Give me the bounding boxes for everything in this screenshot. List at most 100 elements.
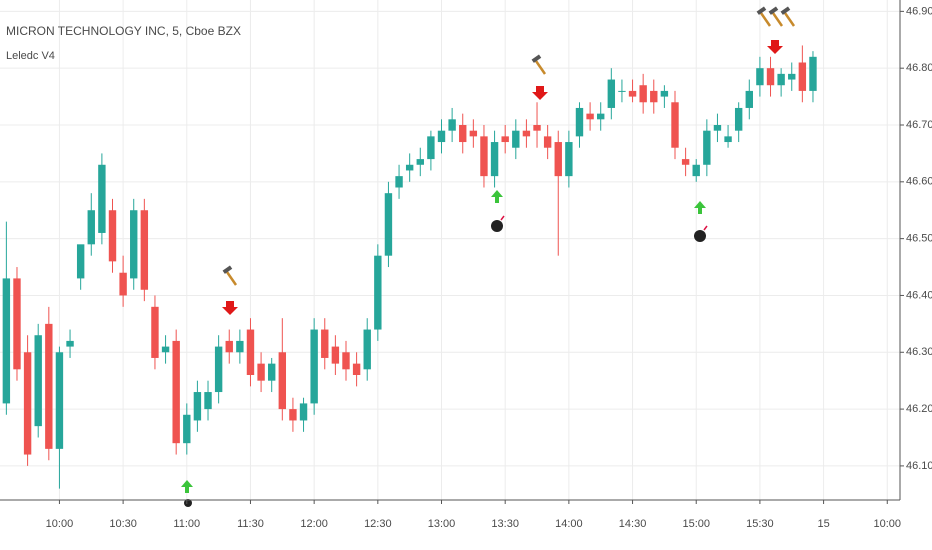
candle-body bbox=[437, 130, 446, 143]
candle-body bbox=[586, 113, 594, 120]
candle-body bbox=[331, 346, 340, 364]
signal-markers bbox=[181, 6, 796, 507]
candle-body bbox=[55, 352, 64, 449]
candle-body bbox=[607, 79, 616, 108]
candle-body bbox=[543, 136, 552, 148]
candle-body bbox=[639, 85, 647, 103]
bomb-icon bbox=[694, 225, 708, 242]
candle-body bbox=[352, 363, 361, 375]
candle-body bbox=[342, 352, 350, 370]
candle-body bbox=[405, 164, 414, 171]
candle-body bbox=[374, 255, 382, 330]
x-tick-label: 15:30 bbox=[746, 518, 774, 530]
candle-body bbox=[278, 352, 287, 410]
candle-body bbox=[501, 136, 509, 143]
candle-body bbox=[289, 409, 297, 421]
candle-body bbox=[459, 125, 467, 143]
candle-body bbox=[87, 210, 95, 245]
candle-body bbox=[734, 107, 743, 131]
candle-body bbox=[299, 403, 308, 421]
candle-body bbox=[161, 346, 170, 353]
sell-arrow bbox=[767, 40, 783, 54]
candle-body bbox=[777, 73, 785, 86]
candle-body bbox=[618, 90, 626, 92]
candle-body bbox=[628, 90, 637, 97]
candle-body bbox=[13, 278, 21, 370]
candle-body bbox=[745, 90, 753, 108]
buy-arrow bbox=[181, 480, 193, 493]
candle-body bbox=[246, 329, 255, 375]
x-tick-label: 14:30 bbox=[619, 518, 647, 530]
candle-body bbox=[140, 210, 149, 290]
candle-body bbox=[76, 244, 85, 279]
axes: 46.10 46.20 46.30 46.40 46.50 46.60 46.70 46.80… bbox=[46, 5, 932, 530]
hammer-icon bbox=[222, 265, 238, 286]
candle-body bbox=[257, 363, 265, 381]
candle-body bbox=[597, 113, 605, 120]
candle-body bbox=[2, 278, 11, 404]
candle-body bbox=[703, 130, 711, 165]
x-tick-label: 13:00 bbox=[428, 518, 456, 530]
buy-arrow bbox=[694, 201, 706, 214]
candle-body bbox=[363, 329, 371, 370]
y-tick-label: 46.60 bbox=[906, 176, 932, 188]
hammer-icon bbox=[780, 6, 796, 27]
sell-arrow bbox=[222, 301, 238, 315]
candle-body bbox=[172, 340, 180, 444]
candle-body bbox=[310, 329, 318, 404]
candle-body bbox=[650, 90, 658, 103]
candle-body bbox=[130, 210, 138, 279]
candle-body bbox=[267, 363, 276, 381]
candle-body bbox=[66, 340, 74, 347]
candle-body bbox=[490, 142, 499, 177]
buy-arrow bbox=[491, 190, 503, 203]
candle-body bbox=[204, 392, 212, 410]
y-tick-label: 46.30 bbox=[906, 346, 932, 358]
chart-title: MICRON TECHNOLOGY INC, 5, Cboe BZX bbox=[6, 24, 241, 38]
candle-body bbox=[713, 125, 722, 131]
candle-body bbox=[766, 68, 775, 86]
candle-body bbox=[395, 176, 403, 188]
x-tick-label: 10:00 bbox=[46, 518, 74, 530]
x-tick-label: 15:00 bbox=[682, 518, 710, 530]
grid bbox=[0, 0, 900, 500]
candle-body bbox=[183, 414, 191, 444]
candle-body bbox=[321, 329, 329, 358]
candle-body bbox=[660, 90, 669, 97]
x-tick-label: 10:30 bbox=[109, 518, 137, 530]
candle-body bbox=[512, 130, 520, 148]
candle-body bbox=[151, 306, 159, 358]
y-tick-label: 46.80 bbox=[906, 62, 932, 74]
candle-body bbox=[214, 346, 223, 393]
y-tick-label: 46.50 bbox=[906, 233, 932, 245]
x-tick-label: 10:00 bbox=[873, 518, 901, 530]
candle-body bbox=[681, 159, 690, 165]
candle-body bbox=[119, 272, 127, 296]
candle-body bbox=[384, 193, 393, 256]
x-tick-label: 11:00 bbox=[173, 518, 200, 530]
candle-body bbox=[469, 130, 478, 137]
hammer-icon bbox=[756, 6, 772, 27]
candle-body bbox=[724, 136, 732, 143]
candles bbox=[2, 45, 817, 489]
candle-body bbox=[788, 73, 796, 80]
candle-body bbox=[108, 210, 117, 262]
y-tick-label: 46.90 bbox=[906, 5, 932, 17]
y-tick-label: 46.20 bbox=[906, 403, 932, 415]
candle-body bbox=[522, 130, 531, 137]
candle-body bbox=[554, 142, 562, 177]
candle-body bbox=[798, 62, 807, 91]
candle-body bbox=[98, 164, 106, 233]
y-tick-label: 46.40 bbox=[906, 289, 932, 301]
bomb-icon bbox=[184, 499, 192, 507]
y-tick-label: 46.10 bbox=[906, 460, 932, 472]
candle-body bbox=[236, 340, 244, 353]
sell-arrow bbox=[532, 86, 548, 100]
hammer-icon bbox=[531, 54, 547, 75]
candle-body bbox=[809, 56, 817, 91]
candle-body bbox=[565, 142, 573, 177]
x-tick-label: 14:00 bbox=[555, 518, 583, 530]
x-tick-label: 15 bbox=[817, 518, 829, 530]
